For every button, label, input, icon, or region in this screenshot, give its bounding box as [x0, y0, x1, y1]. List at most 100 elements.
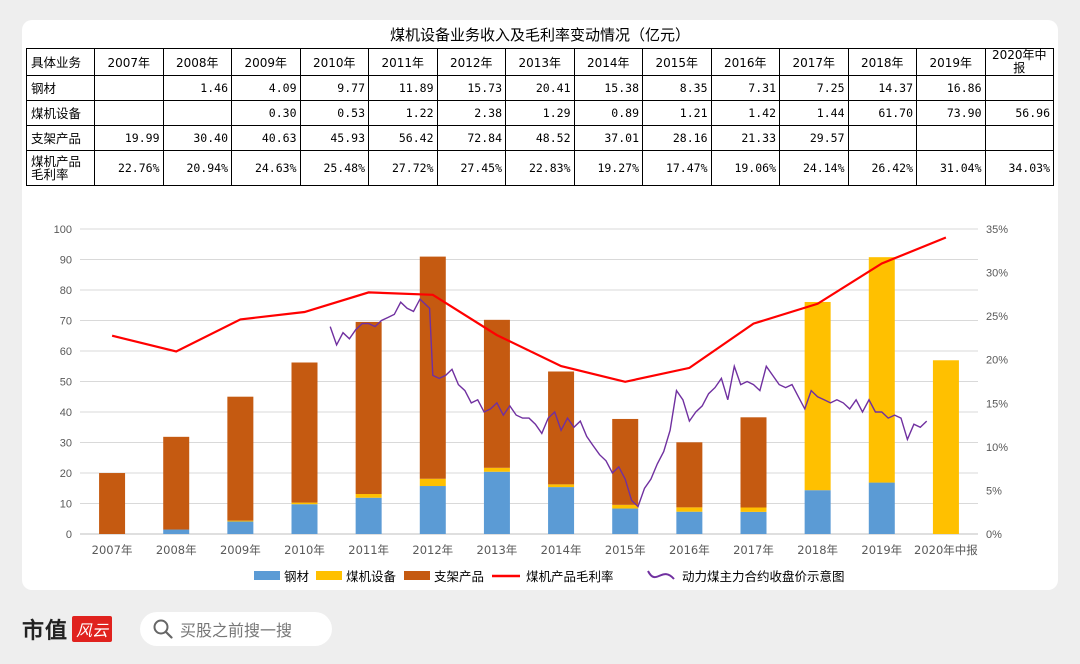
- table-cell: 1.21: [642, 100, 712, 126]
- x-tick-label: 2012年: [412, 543, 453, 557]
- y-left-tick-label: 90: [60, 255, 72, 267]
- search-box[interactable]: 买股之前搜一搜: [140, 612, 332, 646]
- table-cell: 0.89: [573, 100, 643, 126]
- bar-segment: [676, 507, 703, 512]
- table-cell: 15.73: [436, 75, 506, 101]
- table-cell: 8.35: [642, 75, 712, 101]
- combo-chart: 0 10 20 30 40 50 60 70 80 90 100 0% 5% 10% 15% 20% 25% 30…: [54, 224, 1009, 584]
- y-right-tick-label: 35%: [986, 224, 1008, 236]
- x-tick-label: 2013年: [477, 543, 518, 557]
- legend-swatch: [647, 570, 675, 580]
- table-cell: 73.90: [916, 100, 986, 126]
- bar-segment: [483, 319, 510, 468]
- table-header-year: 2015年: [642, 48, 712, 76]
- bar-segment: [548, 487, 575, 534]
- bar-segment: [932, 360, 959, 534]
- y-left-tick-label: 0: [66, 529, 72, 541]
- x-tick-label: 2007年: [92, 543, 133, 557]
- table-header-year: 2019年: [916, 48, 986, 76]
- legend-label: 煤机设备: [346, 569, 397, 584]
- table-cell: 27.45%: [436, 150, 506, 186]
- table-cell: 26.42%: [847, 150, 917, 186]
- table-cell: 1.22: [368, 100, 438, 126]
- bar-segment: [804, 490, 831, 534]
- bar-segment: [419, 478, 446, 487]
- table-cell: 22.76%: [94, 150, 164, 186]
- x-tick-label: 2019年: [861, 543, 902, 557]
- table-row: 钢材 1.46 4.09 9.77 11.89 15.73 20.41 15.38 8.35 7.…: [26, 75, 1054, 101]
- bar-segment: [227, 396, 254, 521]
- x-tick-label: 2010年: [284, 543, 325, 557]
- bar-segment: [227, 521, 254, 534]
- table-cell: 20.94%: [162, 150, 232, 186]
- bar-segment: [868, 257, 895, 483]
- bar-segment: [676, 442, 703, 508]
- legend-swatch: [254, 571, 280, 580]
- legend-swatch: [404, 571, 430, 580]
- y-left-tick-label: 10: [60, 499, 72, 511]
- table-cell: 21.33: [710, 125, 780, 151]
- table-cell: 24.63%: [231, 150, 301, 186]
- x-tick-label: 2011年: [348, 543, 389, 557]
- bar-segment: [355, 497, 382, 534]
- table-cell: 48.52: [505, 125, 575, 151]
- bar-segment: [355, 321, 382, 495]
- table-cell: 28.16: [642, 125, 712, 151]
- legend-label: 煤机产品毛利率: [526, 569, 614, 584]
- y-left-tick-label: 30: [60, 438, 72, 450]
- table-header-year: 2020年中报: [984, 48, 1054, 76]
- table-header-year: 2016年: [710, 48, 780, 76]
- bar-segment: [612, 504, 639, 509]
- chart-card: 煤机设备业务收入及毛利率变动情况（亿元） 具体业务 2007年 2008年 2009年…: [22, 20, 1058, 590]
- bar-segment: [291, 502, 318, 505]
- search-icon: [153, 619, 173, 639]
- x-tick-label: 2017年: [733, 543, 774, 557]
- table-cell: [984, 125, 1054, 151]
- y-left-tick-label: 70: [60, 316, 72, 328]
- bar-segment: [163, 529, 190, 534]
- table-row-label: 钢材: [26, 75, 95, 101]
- table-cell: 24.14%: [779, 150, 849, 186]
- table-cell: 1.29: [505, 100, 575, 126]
- table-header-year: 2012年: [436, 48, 506, 76]
- bar-segment: [227, 520, 254, 522]
- y-left-tick-label: 50: [60, 377, 72, 389]
- table-cell: 9.77: [299, 75, 369, 101]
- legend-swatch: [316, 571, 342, 580]
- legend-label: 支架产品: [434, 569, 484, 584]
- bar-segment: [868, 482, 895, 534]
- logo-text: 市值: [22, 618, 69, 644]
- table-row-label: 煤机设备: [26, 100, 95, 126]
- y-left-tick-label: 80: [60, 285, 72, 297]
- table-cell: 30.40: [162, 125, 232, 151]
- x-tick-label: 2008年: [156, 543, 197, 557]
- y-right-tick-label: 25%: [986, 311, 1008, 323]
- table-title: 煤机设备业务收入及毛利率变动情况（亿元）: [389, 26, 690, 44]
- table-cell: 4.09: [231, 75, 301, 101]
- x-tick-label: 2016年: [669, 543, 710, 557]
- y-left-tick-label: 100: [54, 224, 72, 236]
- y-right-tick-label: 30%: [986, 268, 1008, 280]
- legend-label: 钢材: [284, 569, 309, 584]
- table-cell: 40.63: [231, 125, 301, 151]
- x-tick-label: 2018年: [797, 543, 838, 557]
- margin-line: [111, 236, 947, 383]
- y-right-tick-label: 5%: [986, 485, 1002, 497]
- table-cell: 34.03%: [984, 150, 1054, 186]
- table-row-label: 煤机产品毛利率: [26, 150, 95, 186]
- data-table: 具体业务 2007年 2008年 2009年 2010年 2011年 2012年 2013年 2…: [26, 48, 1054, 186]
- y-left-tick-label: 20: [60, 468, 72, 480]
- table-cell: 72.84: [436, 125, 506, 151]
- bar-segment: [99, 473, 126, 534]
- bar-segment: [291, 504, 318, 534]
- logo-badge: 风云: [72, 616, 113, 642]
- table-cell: 56.96: [984, 100, 1054, 126]
- table-row: 煤机产品毛利率 22.76% 20.94% 24.63% 25.48% 27.72% 27.…: [26, 150, 1054, 186]
- y-left-tick-label: 40: [60, 407, 72, 419]
- bar-segment: [355, 494, 382, 498]
- y-right-tick-label: 20%: [986, 355, 1008, 367]
- bar-segment: [291, 362, 318, 503]
- table-cell: 19.27%: [573, 150, 643, 186]
- table-header-year: 2009年: [231, 48, 301, 76]
- y-right-tick-label: 0%: [986, 529, 1002, 541]
